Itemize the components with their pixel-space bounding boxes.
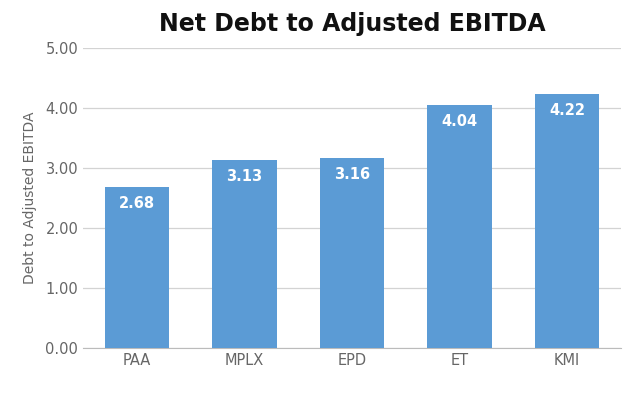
Text: 4.04: 4.04 <box>442 114 477 129</box>
Text: 2.68: 2.68 <box>119 196 155 211</box>
Text: 3.16: 3.16 <box>334 167 370 182</box>
Bar <box>105 187 169 348</box>
Bar <box>535 95 599 348</box>
Bar <box>212 160 276 348</box>
Y-axis label: Debt to Adjusted EBITDA: Debt to Adjusted EBITDA <box>23 112 37 284</box>
Title: Net Debt to Adjusted EBITDA: Net Debt to Adjusted EBITDA <box>159 12 545 36</box>
Text: 3.13: 3.13 <box>227 169 262 184</box>
Bar <box>320 158 384 348</box>
Text: 4.22: 4.22 <box>549 103 585 118</box>
Bar <box>428 105 492 348</box>
